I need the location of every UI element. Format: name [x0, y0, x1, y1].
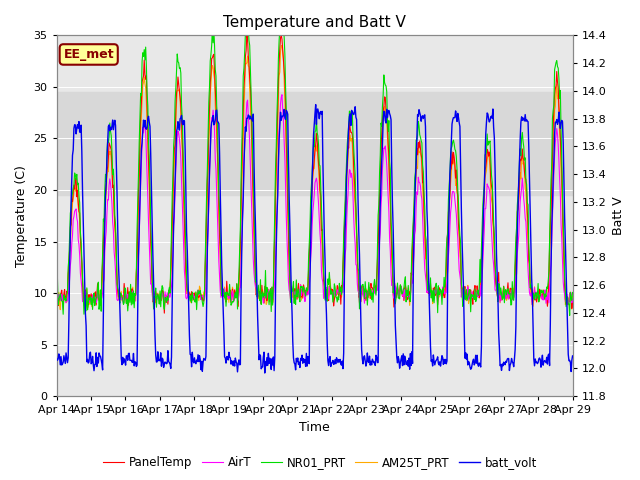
NR01_PRT: [393, 288, 401, 294]
AM25T_PRT: [116, 294, 124, 300]
AM25T_PRT: [394, 285, 401, 290]
batt_volt: [394, 360, 401, 366]
NR01_PRT: [53, 299, 61, 304]
Line: AM25T_PRT: AM25T_PRT: [57, 46, 573, 310]
AM25T_PRT: [53, 300, 61, 306]
AirT: [116, 292, 124, 298]
NR01_PRT: [195, 291, 203, 297]
PanelTemp: [243, 33, 251, 38]
AM25T_PRT: [379, 128, 387, 133]
AirT: [168, 273, 176, 278]
PanelTemp: [168, 220, 176, 226]
batt_volt: [53, 356, 61, 361]
PanelTemp: [196, 293, 204, 299]
Y-axis label: Temperature (C): Temperature (C): [15, 165, 28, 267]
Line: NR01_PRT: NR01_PRT: [57, 25, 573, 315]
AM25T_PRT: [277, 43, 285, 48]
AM25T_PRT: [569, 293, 577, 299]
AM25T_PRT: [56, 307, 64, 312]
Y-axis label: Batt V: Batt V: [612, 196, 625, 235]
batt_volt: [195, 359, 203, 364]
PanelTemp: [394, 290, 401, 296]
X-axis label: Time: Time: [300, 421, 330, 434]
batt_volt: [569, 353, 577, 359]
batt_volt: [62, 350, 70, 356]
NR01_PRT: [378, 123, 385, 129]
NR01_PRT: [243, 22, 251, 28]
AM25T_PRT: [196, 283, 204, 289]
Line: AirT: AirT: [57, 95, 573, 309]
AirT: [394, 283, 401, 288]
batt_volt: [168, 354, 175, 360]
PanelTemp: [115, 293, 123, 299]
NR01_PRT: [566, 312, 573, 318]
NR01_PRT: [115, 296, 123, 302]
Title: Temperature and Batt V: Temperature and Batt V: [223, 15, 406, 30]
AirT: [196, 292, 204, 298]
batt_volt: [115, 278, 123, 284]
PanelTemp: [379, 118, 387, 124]
Line: PanelTemp: PanelTemp: [57, 36, 573, 313]
batt_volt: [312, 102, 319, 108]
Legend: PanelTemp, AirT, NR01_PRT, AM25T_PRT, batt_volt: PanelTemp, AirT, NR01_PRT, AM25T_PRT, ba…: [99, 452, 541, 474]
AirT: [53, 299, 61, 304]
NR01_PRT: [62, 298, 70, 304]
AirT: [278, 92, 286, 97]
PanelTemp: [53, 289, 61, 295]
NR01_PRT: [569, 289, 577, 295]
AM25T_PRT: [63, 299, 70, 305]
AirT: [569, 296, 577, 301]
batt_volt: [261, 370, 269, 376]
PanelTemp: [569, 299, 577, 304]
PanelTemp: [161, 310, 168, 316]
AirT: [60, 306, 67, 312]
AM25T_PRT: [168, 226, 176, 231]
AirT: [63, 297, 70, 303]
batt_volt: [379, 143, 387, 148]
PanelTemp: [62, 295, 70, 300]
Bar: [57, 92, 573, 195]
AirT: [379, 166, 387, 172]
Line: batt_volt: batt_volt: [57, 105, 573, 373]
Text: EE_met: EE_met: [63, 48, 114, 61]
NR01_PRT: [168, 228, 175, 233]
